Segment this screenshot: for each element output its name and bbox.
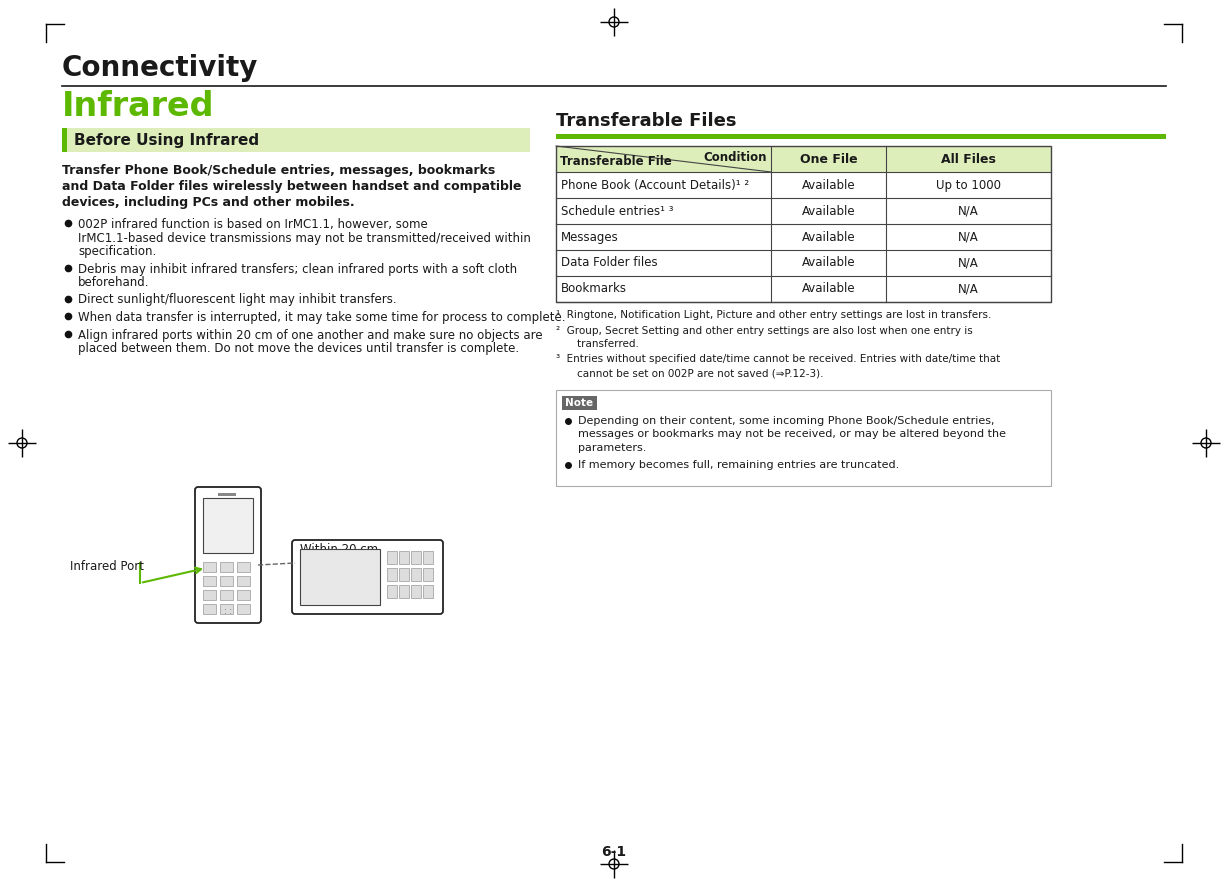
Bar	[198, 490, 258, 620]
Bar	[556, 134, 1167, 139]
Bar	[203, 498, 253, 553]
Bar	[556, 146, 1051, 302]
Text: N/A: N/A	[958, 230, 979, 244]
Text: Available: Available	[802, 257, 856, 269]
Bar	[220, 576, 233, 586]
Text: specification.: specification.	[79, 245, 156, 258]
Bar	[61, 128, 530, 152]
Text: cannot be set on 002P are not saved (⇒P.12-3).: cannot be set on 002P are not saved (⇒P.…	[564, 368, 824, 378]
Bar	[399, 568, 409, 581]
Text: Transfer Phone Book/Schedule entries, messages, bookmarks: Transfer Phone Book/Schedule entries, me…	[61, 164, 495, 177]
Bar	[411, 551, 421, 564]
Text: Connectivity: Connectivity	[61, 54, 258, 82]
Text: Before Using Infrared: Before Using Infrared	[74, 133, 259, 147]
Text: One File: One File	[799, 152, 857, 166]
Bar	[203, 576, 216, 586]
Text: ¹  Ringtone, Notification Light, Picture and other entry settings are lost in tr: ¹ Ringtone, Notification Light, Picture …	[556, 310, 991, 320]
Text: Schedule entries¹ ³: Schedule entries¹ ³	[561, 205, 673, 217]
Text: Depending on their content, some incoming Phone Book/Schedule entries,: Depending on their content, some incomin…	[578, 416, 995, 425]
Bar	[411, 568, 421, 581]
Bar	[203, 604, 216, 614]
Text: N/A: N/A	[958, 283, 979, 296]
Bar	[422, 585, 433, 598]
Bar	[387, 551, 397, 564]
Bar	[387, 585, 397, 598]
Bar	[203, 562, 216, 572]
Text: 002P infrared function is based on IrMC1.1, however, some: 002P infrared function is based on IrMC1…	[79, 218, 427, 231]
Text: messages or bookmarks may not be received, or may be altered beyond the: messages or bookmarks may not be receive…	[578, 429, 1006, 439]
Text: N/A: N/A	[958, 257, 979, 269]
Text: ²  Group, Secret Setting and other entry settings are also lost when one entry i: ² Group, Secret Setting and other entry …	[556, 325, 973, 336]
Text: and Data Folder files wirelessly between handset and compatible: and Data Folder files wirelessly between…	[61, 180, 522, 193]
Bar	[562, 395, 597, 409]
Text: placed between them. Do not move the devices until transfer is complete.: placed between them. Do not move the dev…	[79, 342, 519, 355]
Bar	[61, 128, 68, 152]
Bar	[220, 590, 233, 600]
Bar	[422, 568, 433, 581]
FancyBboxPatch shape	[195, 487, 262, 623]
Text: Transferable Files: Transferable Files	[556, 112, 737, 130]
Text: Direct sunlight/fluorescent light may inhibit transfers.: Direct sunlight/fluorescent light may in…	[79, 293, 397, 307]
Text: ³  Entries without specified date/time cannot be received. Entries with date/tim: ³ Entries without specified date/time ca…	[556, 354, 1001, 364]
Text: Up to 1000: Up to 1000	[936, 178, 1001, 191]
Bar	[556, 390, 1051, 486]
Bar	[399, 585, 409, 598]
Bar	[237, 576, 251, 586]
Bar	[237, 590, 251, 600]
Bar	[219, 493, 236, 496]
Text: Phone Book (Account Details)¹ ²: Phone Book (Account Details)¹ ²	[561, 178, 749, 191]
Text: Condition: Condition	[704, 151, 768, 164]
Text: N/A: N/A	[958, 205, 979, 217]
Text: Debris may inhibit infrared transfers; clean infrared ports with a soft cloth: Debris may inhibit infrared transfers; c…	[79, 262, 517, 276]
Bar	[237, 604, 251, 614]
Text: Bookmarks: Bookmarks	[561, 283, 628, 296]
Bar	[387, 568, 397, 581]
Text: Align infrared ports within 20 cm of one another and make sure no objects are: Align infrared ports within 20 cm of one…	[79, 329, 543, 341]
Text: Data Folder files: Data Folder files	[561, 257, 658, 269]
Text: beforehand.: beforehand.	[79, 276, 150, 289]
Bar	[300, 549, 379, 605]
Text: Infrared: Infrared	[61, 90, 215, 123]
Text: IrMC1.1-based device transmissions may not be transmitted/received within: IrMC1.1-based device transmissions may n…	[79, 231, 530, 245]
Text: Transferable File: Transferable File	[560, 155, 672, 168]
Bar	[203, 590, 216, 600]
Text: Available: Available	[802, 178, 856, 191]
Text: Note: Note	[565, 398, 593, 408]
Text: When data transfer is interrupted, it may take some time for process to complete: When data transfer is interrupted, it ma…	[79, 311, 566, 324]
Text: transferred.: transferred.	[564, 339, 639, 349]
Bar	[411, 585, 421, 598]
Text: devices, including PCs and other mobiles.: devices, including PCs and other mobiles…	[61, 196, 355, 209]
Text: Available: Available	[802, 230, 856, 244]
Text: parameters.: parameters.	[578, 442, 646, 453]
Text: Available: Available	[802, 205, 856, 217]
Bar	[422, 551, 433, 564]
Text: All Files: All Files	[941, 152, 996, 166]
Bar	[556, 146, 1051, 172]
Bar	[220, 562, 233, 572]
Bar	[399, 551, 409, 564]
Bar	[220, 604, 233, 614]
Text: Infrared Port: Infrared Port	[70, 560, 144, 573]
Text: Available: Available	[802, 283, 856, 296]
Text: Within 20 cm: Within 20 cm	[300, 543, 378, 556]
Text: : :: : :	[223, 608, 232, 617]
Text: If memory becomes full, remaining entries are truncated.: If memory becomes full, remaining entrie…	[578, 460, 899, 470]
Text: Messages: Messages	[561, 230, 619, 244]
Bar	[237, 562, 251, 572]
FancyBboxPatch shape	[292, 540, 443, 614]
Text: 6-1: 6-1	[602, 845, 626, 859]
